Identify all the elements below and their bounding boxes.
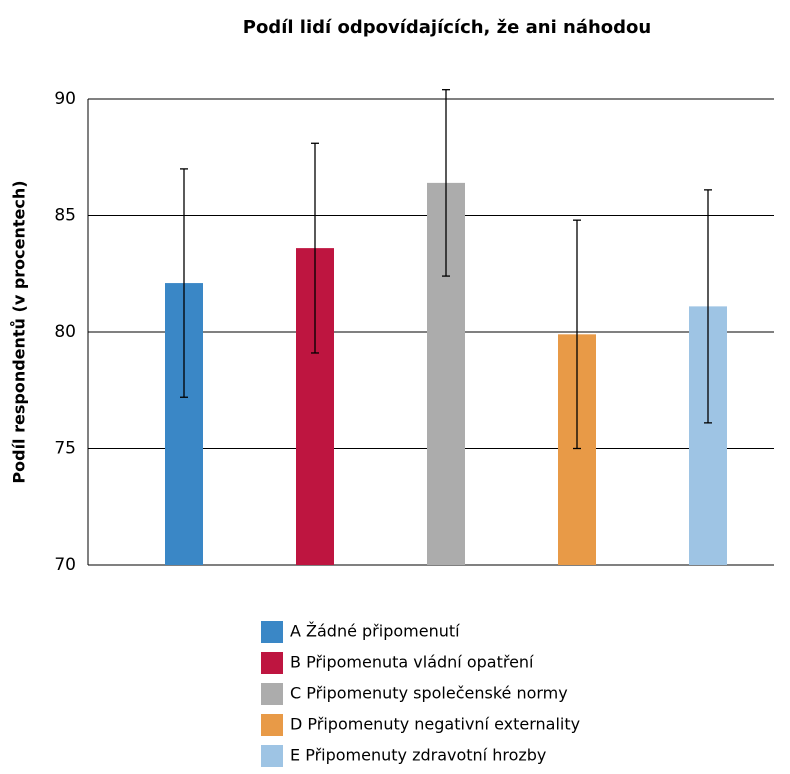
y-tick-label: 85 — [54, 206, 76, 226]
legend-swatch — [261, 621, 283, 643]
legend-swatch — [261, 714, 283, 736]
legend-swatch — [261, 652, 283, 674]
legend-swatch — [261, 683, 283, 705]
y-tick-label: 70 — [54, 555, 76, 575]
chart-title: Podíl lidí odpovídajících, že ani náhodo… — [243, 17, 651, 38]
y-axis-label: Podíl respondentů (v procentech) — [10, 180, 29, 483]
error-bar — [573, 219, 581, 450]
legend-swatch — [261, 745, 283, 767]
legend-label: A Žádné připomenutí — [290, 622, 460, 641]
error-bar — [442, 89, 450, 277]
y-tick-label: 80 — [54, 322, 76, 342]
error-bar — [704, 189, 712, 424]
legend-label: B Připomenuta vládní opatření — [290, 653, 534, 672]
legend-label: E Připomenuty zdravotní hrozby — [290, 746, 546, 765]
y-tick-label: 75 — [54, 439, 76, 459]
error-bar — [180, 168, 188, 398]
legend-label: D Připomenuty negativní externality — [290, 715, 580, 734]
y-tick-label: 90 — [54, 89, 76, 109]
error-bar — [311, 142, 319, 354]
legend-label: C Připomenuty společenské normy — [290, 684, 568, 703]
